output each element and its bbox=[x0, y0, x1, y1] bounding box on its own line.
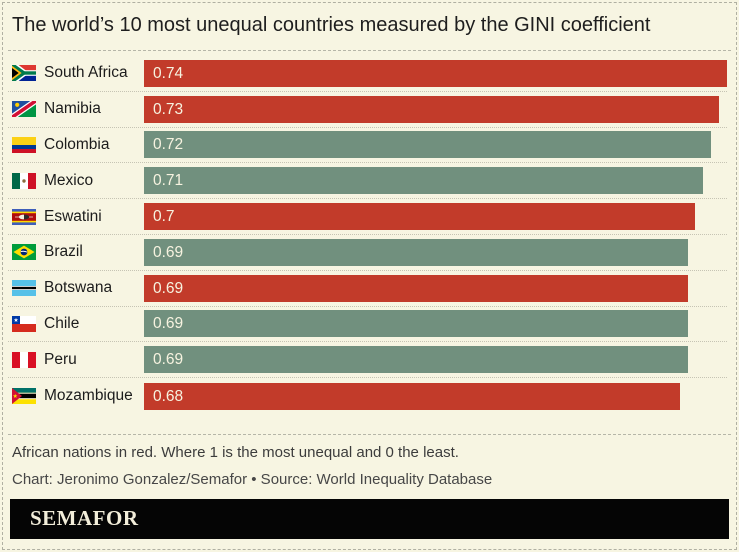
flag-brazil-icon bbox=[12, 244, 36, 261]
gini-value: 0.73 bbox=[153, 100, 184, 118]
chart-row-colombia: Colombia 0.72 bbox=[8, 128, 727, 164]
country-name: Namibia bbox=[44, 100, 101, 118]
chart-note: African nations in red. Where 1 is the m… bbox=[12, 443, 459, 461]
bar-cell: 0.69 bbox=[144, 274, 727, 302]
chart-row-south-africa: South Africa 0.74 bbox=[8, 56, 727, 92]
bar-cell: 0.72 bbox=[144, 131, 727, 159]
gini-value: 0.69 bbox=[153, 351, 184, 369]
gini-value: 0.72 bbox=[153, 136, 184, 154]
country-label-cell: Mexico bbox=[8, 172, 144, 190]
country-name: Mozambique bbox=[44, 387, 133, 405]
bar-cell: 0.7 bbox=[144, 203, 727, 231]
chart-row-brazil: Brazil 0.69 bbox=[8, 235, 727, 271]
country-label-cell: Brazil bbox=[8, 243, 144, 261]
semafor-logo: SEMAFOR bbox=[30, 506, 139, 531]
gini-value: 0.7 bbox=[153, 208, 175, 226]
footer-divider bbox=[8, 433, 731, 435]
flag-mozambique-icon bbox=[12, 388, 36, 405]
country-name: Peru bbox=[44, 350, 77, 368]
country-name: Mexico bbox=[44, 171, 94, 189]
country-label-cell: South Africa bbox=[8, 64, 144, 82]
gini-bar: 0.72 bbox=[144, 131, 712, 159]
country-label-cell: Eswatini bbox=[8, 208, 144, 226]
flag-mexico-icon bbox=[12, 172, 36, 189]
gini-bar: 0.74 bbox=[144, 59, 727, 87]
gini-value: 0.68 bbox=[153, 387, 184, 405]
gini-value: 0.69 bbox=[153, 315, 184, 333]
country-label-cell: Botswana bbox=[8, 279, 144, 297]
chart-row-peru: Peru 0.69 bbox=[8, 342, 727, 379]
bar-cell: 0.69 bbox=[144, 238, 727, 266]
semafor-logo-bar: SEMAFOR bbox=[10, 498, 729, 539]
bar-cell: 0.69 bbox=[144, 310, 727, 338]
country-label-cell: Namibia bbox=[8, 100, 144, 118]
bar-cell: 0.68 bbox=[144, 382, 727, 410]
gini-value: 0.71 bbox=[153, 172, 184, 190]
flag-peru-icon bbox=[12, 351, 36, 368]
chart-row-botswana: Botswana 0.69 bbox=[8, 271, 727, 307]
gini-bar: 0.69 bbox=[144, 274, 688, 302]
gini-bar: 0.69 bbox=[144, 310, 688, 338]
gini-bar-chart: South Africa 0.74 Namibia 0.73 Colombia 0.72 M… bbox=[8, 56, 727, 414]
bar-cell: 0.69 bbox=[144, 346, 727, 374]
chart-row-mexico: Mexico 0.71 bbox=[8, 163, 727, 200]
gini-bar: 0.68 bbox=[144, 382, 680, 410]
bar-cell: 0.74 bbox=[144, 59, 727, 87]
title-divider bbox=[8, 50, 731, 51]
chart-row-namibia: Namibia 0.73 bbox=[8, 92, 727, 128]
gini-bar: 0.71 bbox=[144, 167, 704, 195]
gini-bar: 0.73 bbox=[144, 95, 720, 123]
flag-chile-icon bbox=[12, 315, 36, 332]
chart-row-eswatini: Eswatini 0.7 bbox=[8, 199, 727, 235]
bar-cell: 0.73 bbox=[144, 95, 727, 123]
country-name: Colombia bbox=[44, 135, 110, 153]
chart-credit: Chart: Jeronimo Gonzalez/Semafor • Sourc… bbox=[12, 470, 493, 488]
flag-namibia-icon bbox=[12, 101, 36, 118]
flag-south-africa-icon bbox=[12, 65, 36, 82]
country-name: Chile bbox=[44, 314, 80, 332]
chart-title: The world’s 10 most unequal countries me… bbox=[12, 14, 651, 36]
gini-bar: 0.7 bbox=[144, 203, 696, 231]
country-label-cell: Colombia bbox=[8, 136, 144, 154]
country-name: Brazil bbox=[44, 243, 83, 261]
gini-value: 0.69 bbox=[153, 243, 184, 261]
flag-botswana-icon bbox=[12, 280, 36, 297]
chart-row-mozambique: Mozambique 0.68 bbox=[8, 378, 727, 414]
gini-value: 0.69 bbox=[153, 279, 184, 297]
country-label-cell: Chile bbox=[8, 315, 144, 333]
country-label-cell: Peru bbox=[8, 351, 144, 369]
flag-eswatini-icon bbox=[12, 208, 36, 225]
gini-value: 0.74 bbox=[153, 64, 184, 82]
country-name: Botswana bbox=[44, 279, 113, 297]
chart-row-chile: Chile 0.69 bbox=[8, 307, 727, 343]
country-name: South Africa bbox=[44, 64, 128, 82]
gini-bar: 0.69 bbox=[144, 238, 688, 266]
flag-colombia-icon bbox=[12, 136, 36, 153]
country-label-cell: Mozambique bbox=[8, 387, 144, 405]
country-name: Eswatini bbox=[44, 207, 102, 225]
bar-cell: 0.71 bbox=[144, 167, 727, 195]
gini-bar: 0.69 bbox=[144, 346, 688, 374]
